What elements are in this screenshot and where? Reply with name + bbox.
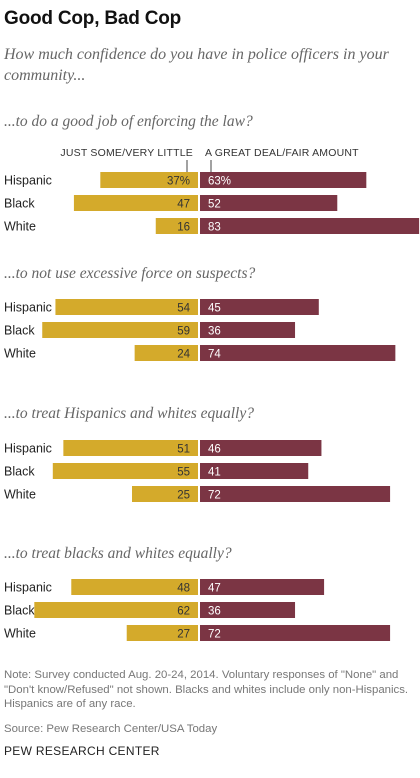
value-label-low-hispanic: 48 — [177, 582, 190, 594]
category-label-hispanic: Hispanic — [4, 301, 52, 315]
category-label-black: Black — [4, 324, 35, 338]
value-label-high-black: 41 — [208, 466, 221, 478]
bar-low-black — [52, 463, 198, 479]
panel-title-enforcing-law: ...to do a good job of enforcing the law… — [4, 113, 253, 130]
legend-label-high: A GREAT DEAL/FAIR AMOUNT — [205, 147, 359, 159]
value-label-high-white: 83 — [208, 221, 221, 233]
diverging-bar-chart: JUST SOME/VERY LITTLE A GREAT DEAL/FAIR A… — [4, 147, 420, 641]
bar-high-white — [200, 625, 391, 641]
category-label-white: White — [4, 347, 36, 361]
value-label-low-black: 59 — [177, 325, 190, 337]
bar-high-hispanic — [200, 172, 367, 188]
value-label-high-black: 36 — [208, 325, 221, 337]
value-label-low-hispanic: 51 — [177, 443, 190, 455]
value-label-high-black: 36 — [208, 605, 221, 617]
value-label-low-hispanic: 54 — [177, 302, 190, 314]
bar-low-hispanic — [100, 172, 198, 188]
value-label-low-white: 16 — [177, 221, 190, 233]
value-label-low-black: 62 — [177, 605, 190, 617]
value-label-high-white: 72 — [208, 628, 221, 640]
chart-subtitle: How much confidence do you have in polic… — [4, 46, 389, 84]
panel-title-excessive-force: ...to not use excessive force on suspect… — [4, 265, 256, 282]
value-label-high-hispanic: 63% — [208, 175, 231, 187]
value-label-low-white: 24 — [177, 348, 190, 360]
value-label-high-white: 74 — [208, 348, 221, 360]
legend-label-low: JUST SOME/VERY LITTLE — [60, 147, 193, 159]
category-label-hispanic: Hispanic — [4, 581, 52, 595]
bar-high-white — [200, 486, 391, 502]
value-label-low-black: 47 — [177, 198, 190, 210]
value-label-low-hispanic: 37% — [167, 175, 190, 187]
organization-label: PEW RESEARCH CENTER — [4, 744, 160, 758]
category-label-hispanic: Hispanic — [4, 174, 52, 188]
bar-low-hispanic — [63, 440, 198, 456]
category-label-hispanic: Hispanic — [4, 442, 52, 456]
category-label-black: Black — [4, 197, 35, 211]
bar-high-hispanic — [200, 579, 325, 595]
bar-high-black — [200, 195, 338, 211]
bar-high-white — [200, 345, 396, 361]
bar-high-hispanic — [200, 299, 319, 315]
panel-title-blacks-whites: ...to treat blacks and whites equally? — [4, 545, 232, 562]
bar-high-black — [200, 602, 296, 618]
value-label-high-white: 72 — [208, 489, 221, 501]
bar-low-white — [132, 486, 198, 502]
bar-low-black — [73, 195, 198, 211]
value-label-low-white: 27 — [177, 628, 190, 640]
chart-title: Good Cop, Bad Cop — [4, 8, 182, 29]
bar-high-white — [200, 218, 420, 234]
bar-low-white — [134, 345, 198, 361]
bar-low-black — [42, 322, 198, 338]
chart-note: Note: Survey conducted Aug. 20-24, 2014.… — [4, 669, 409, 710]
value-label-high-black: 52 — [208, 198, 221, 210]
bar-high-black — [200, 463, 309, 479]
category-label-white: White — [4, 627, 36, 641]
bar-low-hispanic — [71, 579, 198, 595]
chart-source: Source: Pew Research Center/USA Today — [4, 723, 218, 735]
value-label-low-black: 55 — [177, 466, 190, 478]
bar-high-hispanic — [200, 440, 322, 456]
category-label-white: White — [4, 488, 36, 502]
panel-title-hispanics-whites: ...to treat Hispanics and whites equally… — [4, 405, 254, 422]
value-label-high-hispanic: 47 — [208, 582, 221, 594]
bar-high-black — [200, 322, 296, 338]
category-label-black: Black — [4, 604, 35, 618]
category-label-white: White — [4, 220, 36, 234]
bar-low-hispanic — [55, 299, 198, 315]
value-label-high-hispanic: 45 — [208, 302, 221, 314]
bar-low-white — [155, 218, 198, 234]
value-label-low-white: 25 — [177, 489, 190, 501]
category-label-black: Black — [4, 465, 35, 479]
value-label-high-hispanic: 46 — [208, 443, 221, 455]
bar-low-black — [34, 602, 198, 618]
bar-low-white — [126, 625, 198, 641]
